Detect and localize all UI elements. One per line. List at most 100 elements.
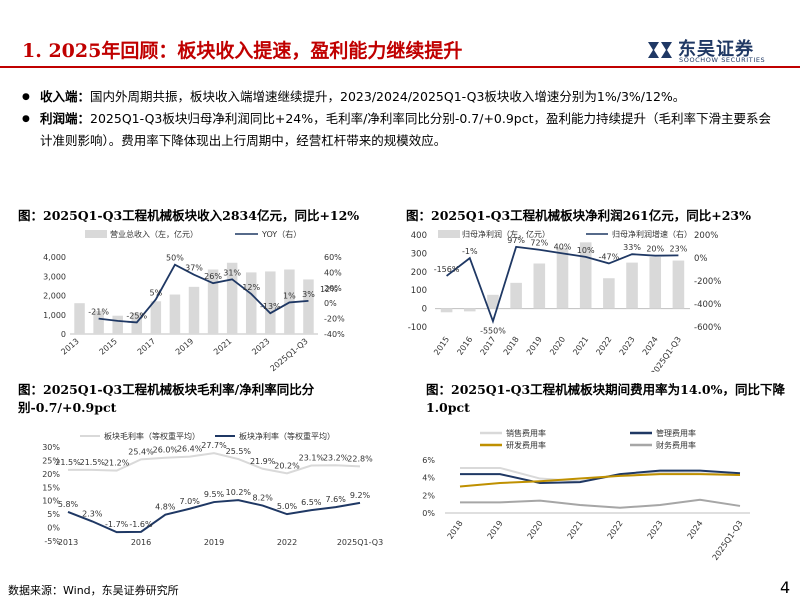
x-tick: 2015 <box>98 337 119 357</box>
data-label: -13% <box>260 302 281 311</box>
bullet-label: 收入端： <box>40 89 91 104</box>
data-label: 10% <box>577 246 595 255</box>
y-tick-right: 0% <box>694 254 708 264</box>
x-tick: 2025Q1-Q3 <box>268 337 309 372</box>
legend-label: 研发费用率 <box>506 440 546 450</box>
bar <box>93 310 104 334</box>
legend-swatch-bar <box>438 230 460 238</box>
data-label: 6.5% <box>301 498 322 507</box>
y-tick: 2% <box>422 491 435 500</box>
y-tick-left: -100 <box>408 323 427 333</box>
data-label: 20% <box>646 245 664 254</box>
y-tick: 0% <box>422 509 435 518</box>
legend-label: 归母净利润增速（右） <box>612 229 692 239</box>
y-tick-left: 3,000 <box>43 272 66 281</box>
bar <box>226 262 238 334</box>
data-label: -550% <box>480 326 506 335</box>
x-tick: 2017 <box>136 337 157 357</box>
data-label: 5% <box>149 288 162 297</box>
yoy-line <box>98 263 309 324</box>
data-label: 8.2% <box>253 494 274 503</box>
x-tick: 2024 <box>641 335 660 357</box>
y-tick-left: 4,000 <box>43 253 66 262</box>
x-tick: 2019 <box>525 335 544 357</box>
page-title: 1. 2025年回顾：板块收入提速，盈利能力继续提升 <box>22 40 463 62</box>
y-tick-left: 0 <box>422 305 427 315</box>
x-tick: 2016 <box>455 335 474 357</box>
x-tick: 2015 <box>432 335 451 357</box>
bar <box>169 294 181 334</box>
y-tick-left: 100 <box>411 286 427 296</box>
expense-line <box>459 473 741 488</box>
x-tick: 2024 <box>686 519 705 541</box>
bar <box>463 308 476 312</box>
profit-chart: 归母净利润（左，亿元） 归母净利润增速（右） -100 0 100 200 300 400 -6… <box>408 229 722 372</box>
data-label: 25.4% <box>128 447 154 456</box>
expense-line <box>460 498 741 509</box>
data-label: 40% <box>554 242 572 251</box>
legend-label: 板块毛利率（等权重平均） <box>104 431 200 441</box>
y-tick: 10% <box>42 497 60 506</box>
y-tick-left: 1,000 <box>43 311 66 320</box>
x-tick: 2021 <box>571 335 590 357</box>
data-label: 5.8% <box>58 500 79 509</box>
chart-title-profit: 图：2025Q1-Q3工程机械板块净利润261亿元，同比+23% <box>406 208 751 223</box>
bar <box>556 247 569 309</box>
y-tick-left: 300 <box>411 249 427 259</box>
data-label: 26.4% <box>177 445 203 454</box>
data-label: 4.8% <box>155 503 176 512</box>
y-tick-right: -200% <box>694 277 721 287</box>
page-number: 4 <box>780 578 791 597</box>
data-label: 26% <box>204 272 222 281</box>
bar <box>487 294 499 309</box>
y-tick-right: 40% <box>324 268 342 277</box>
x-tick: 2022 <box>594 335 613 357</box>
legend-label: 管理费用率 <box>656 428 696 438</box>
chart-title-margins: 图：2025Q1-Q3工程机械板块毛利率/净利率同比分别-0.7/+0.9pct <box>18 382 315 415</box>
data-label: 3% <box>302 290 315 299</box>
bar <box>510 282 522 309</box>
data-label: -156% <box>434 265 460 274</box>
bar <box>626 262 638 309</box>
legend-swatch-bar <box>85 230 107 238</box>
y-tick: 4% <box>422 474 435 483</box>
data-label: 2.3% <box>82 509 103 518</box>
data-label: 7.6% <box>326 495 347 504</box>
y-tick-right: -40% <box>324 330 345 339</box>
x-tick: 2019 <box>204 538 224 547</box>
bar <box>579 242 592 309</box>
y-tick: 25% <box>42 456 60 465</box>
data-label: -21% <box>88 308 109 317</box>
data-label: 50% <box>166 254 184 263</box>
y-tick-right: 20% <box>324 284 342 293</box>
bullet-text: 国内外周期共振，板块收入端增速继续提升，2023/2024/2025Q1-Q3板… <box>90 89 686 104</box>
data-label: 20.2% <box>274 461 300 470</box>
data-label: 5.0% <box>277 502 298 511</box>
legend-label: 财务费用率 <box>656 440 696 450</box>
bullet-profit: ● 利润端：2025Q1-Q3板块归母净利润同比+24%，毛利率/净利率同比分别… <box>22 108 782 152</box>
data-label: 26.0% <box>153 446 179 455</box>
y-tick-right: 200% <box>694 231 718 241</box>
legend-label: 销售费用率 <box>506 428 546 438</box>
data-label: 31% <box>223 268 241 277</box>
y-tick-left: 400 <box>411 231 427 241</box>
y-tick-right: 60% <box>324 253 342 262</box>
data-label: -1% <box>462 247 478 256</box>
margin-line <box>67 499 361 534</box>
y-tick-right: 0% <box>324 299 337 308</box>
data-label: 21.5% <box>80 458 106 467</box>
y-tick-left: 2,000 <box>43 292 66 301</box>
data-label: 12% <box>320 285 338 294</box>
x-tick: 2023 <box>250 337 271 357</box>
x-tick: 2018 <box>502 335 521 357</box>
x-tick: 2013 <box>58 538 78 547</box>
x-tick: 2013 <box>59 337 80 357</box>
chart-title-expenses: 图：2025Q1-Q3工程机械板块期间费用率为14.0%，同比下降1.0pct <box>426 382 785 415</box>
bar <box>112 315 123 334</box>
data-label: 37% <box>185 264 203 273</box>
data-label: 1% <box>283 291 296 300</box>
y-tick-right: -20% <box>324 315 345 324</box>
y-tick: 20% <box>42 470 60 479</box>
bar <box>265 271 276 334</box>
legend-label: 归母净利润（左，亿元） <box>462 229 550 239</box>
